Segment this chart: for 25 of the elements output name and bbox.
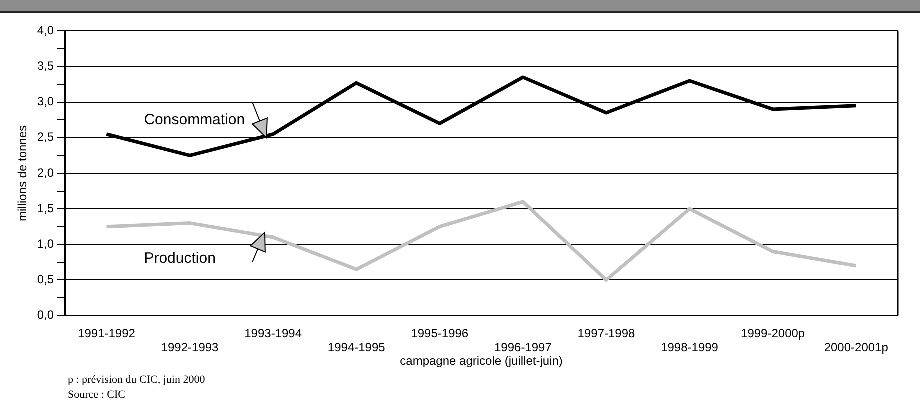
y-tick-label: 3,0 (37, 94, 54, 109)
x-tick-label: 1998-1999 (661, 340, 719, 355)
y-axis-title: millions de tonnes (16, 125, 30, 222)
y-tick-label: 3,5 (37, 59, 54, 74)
x-tick-label: 1997-1998 (578, 326, 636, 340)
y-tick-label: 0,5 (37, 272, 54, 287)
x-tick-label: 2000-2001p (824, 340, 889, 355)
x-tick-label: 1993-1994 (244, 326, 302, 340)
y-tick-label: 4,0 (37, 24, 54, 38)
x-axis-title: campagne agricole (juillet-juin) (400, 354, 563, 368)
x-tick-label: 1992-1993 (161, 340, 220, 355)
text: p : prévision du CIC, juin 2000 (68, 373, 206, 388)
legend-label: Consommation (144, 111, 246, 128)
x-tick-label: 1991-1992 (78, 326, 136, 340)
y-tick-label: 0,0 (37, 308, 54, 322)
y-tick-label: 2,0 (37, 166, 54, 180)
y-tick-label: 2,5 (37, 130, 54, 144)
y-tick-label: 1,0 (37, 236, 54, 251)
x-tick-label: 1994-1995 (328, 340, 386, 355)
x-tick-label: 1996-1997 (494, 340, 552, 355)
y-tick-label: 1,5 (37, 201, 54, 216)
x-tick-label: 1999-2000p (741, 326, 806, 340)
x-tick-label: 1995-1996 (411, 326, 469, 340)
series-label: Production (144, 250, 216, 268)
source-note: Source : CIC (68, 388, 126, 403)
